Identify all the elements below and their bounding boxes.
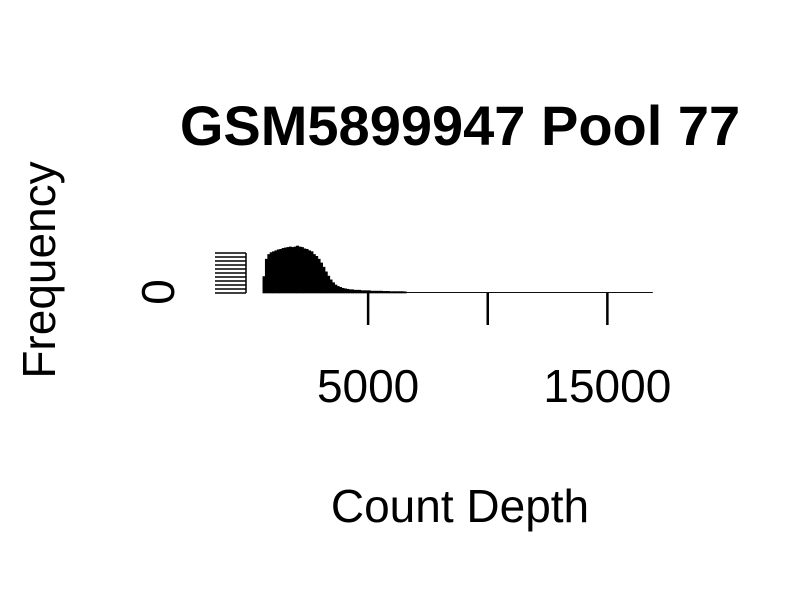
histogram-bar xyxy=(343,288,347,294)
histogram-bar xyxy=(284,247,288,294)
histogram-bar xyxy=(317,258,321,294)
histogram-bar xyxy=(305,248,309,294)
x-tick-label: 15000 xyxy=(543,360,671,412)
histogram-bar xyxy=(276,249,280,294)
histogram-bar xyxy=(365,290,369,294)
histogram-bar xyxy=(367,290,371,294)
histogram-bar xyxy=(262,276,266,294)
histogram-bar xyxy=(396,291,400,294)
histogram-bar xyxy=(363,290,367,294)
histogram-bar xyxy=(370,290,374,294)
histogram-bar xyxy=(382,291,386,294)
x-axis-label: Count Depth xyxy=(331,480,589,532)
histogram-bar xyxy=(346,288,350,294)
histogram-bar xyxy=(372,290,376,294)
histogram-bar xyxy=(327,275,331,294)
histogram-bar xyxy=(329,279,333,294)
histogram-bar xyxy=(348,289,352,294)
histogram-bar xyxy=(391,291,395,294)
histogram-bar xyxy=(303,248,307,294)
histogram-bar xyxy=(403,291,407,294)
y-axis: 0 xyxy=(132,252,247,305)
histogram-bar xyxy=(324,271,328,294)
histogram-bar xyxy=(394,291,398,294)
histogram-bar xyxy=(264,258,268,294)
histogram-bar xyxy=(355,289,359,294)
histogram-bar xyxy=(379,290,383,294)
histogram-bar xyxy=(291,247,295,294)
histogram-bar xyxy=(319,262,323,294)
histogram-bar xyxy=(279,248,283,294)
histogram-bar xyxy=(389,291,393,294)
histogram-bar xyxy=(298,246,302,294)
histogram-bar xyxy=(401,291,405,294)
histogram-bar xyxy=(331,282,335,294)
histogram-bar xyxy=(286,247,290,294)
histogram-bar xyxy=(269,252,273,294)
histogram-bar xyxy=(288,246,292,294)
histogram-bar xyxy=(315,256,319,294)
histogram-bar xyxy=(360,290,364,294)
histogram-bar xyxy=(308,250,311,294)
histogram-bars xyxy=(262,245,653,294)
histogram-bar xyxy=(384,291,388,294)
histogram-bar xyxy=(274,250,278,294)
y-axis-label: Frequency xyxy=(13,161,65,378)
histogram-bar xyxy=(339,287,343,294)
histogram-bar xyxy=(336,286,340,294)
x-tick-label: 5000 xyxy=(317,360,419,412)
histogram-bar xyxy=(386,291,390,294)
histogram-bar xyxy=(281,248,285,294)
histogram-bar xyxy=(351,289,355,294)
histogram-bar xyxy=(377,290,381,294)
histogram-bar xyxy=(267,254,271,294)
histogram-bar xyxy=(358,289,362,294)
histogram-bar xyxy=(272,251,276,294)
histogram-bar xyxy=(341,287,345,294)
histogram-bar xyxy=(300,247,304,294)
histogram-tail-bars xyxy=(406,292,653,293)
chart-title: GSM5899947 Pool 77 xyxy=(180,94,740,157)
histogram-bar xyxy=(334,284,338,294)
histogram-bar xyxy=(310,251,314,294)
histogram-bar xyxy=(322,266,326,294)
y-tick-label: 0 xyxy=(132,279,184,305)
x-axis: 5000 15000 xyxy=(317,293,671,412)
histogram-bar xyxy=(296,245,300,294)
histogram-bar xyxy=(398,291,402,294)
histogram-bar xyxy=(312,254,316,294)
histogram-bar xyxy=(293,246,297,294)
histogram-bar xyxy=(353,289,357,294)
histogram-bar xyxy=(374,290,378,294)
